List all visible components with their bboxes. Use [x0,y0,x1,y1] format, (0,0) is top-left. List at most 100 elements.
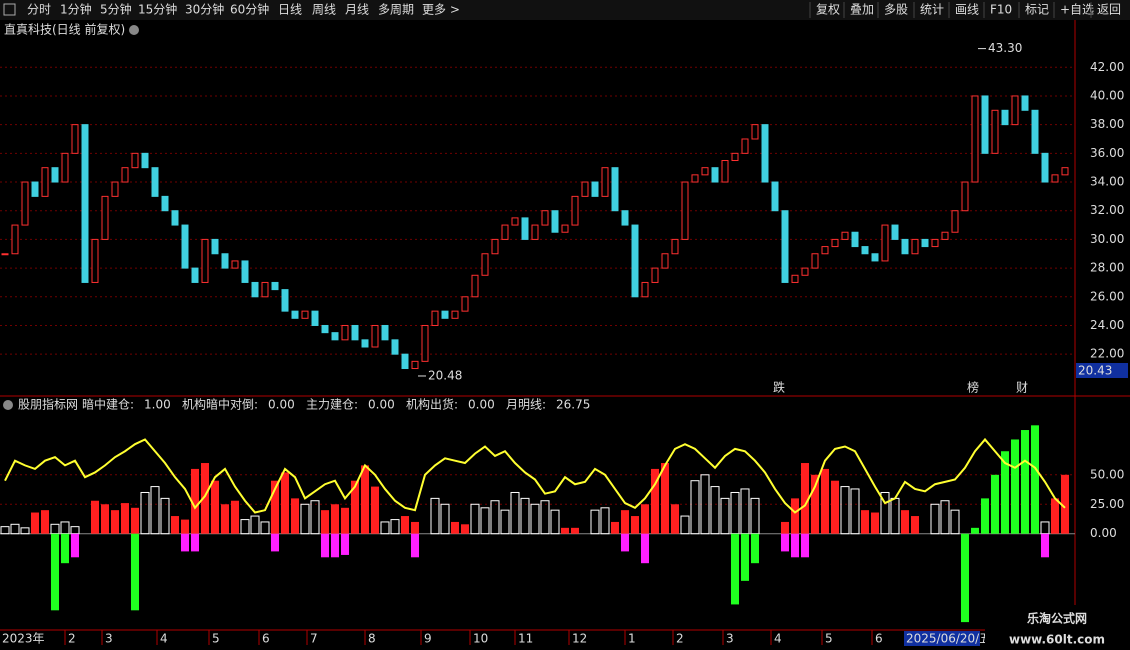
candle [71,124,79,154]
histogram-bar [291,498,299,534]
date-label: 9 [424,632,432,646]
toolbar-tab[interactable]: 5分钟 [100,2,132,17]
toolbar-button[interactable]: 画线 [955,3,979,17]
date-label: 11 [518,632,533,646]
toolbar-button[interactable]: 叠加 [850,3,874,17]
date-label: 12 [572,632,587,646]
y-tick-label: 25.00 [1090,497,1124,511]
histogram-bar [651,468,659,534]
toolbar-button[interactable]: 统计 [920,3,944,17]
date-label: 3 [726,632,734,646]
histogram-bar [0,526,10,535]
candle [1041,152,1049,183]
toolbar-tab[interactable]: 更多 > [422,3,460,17]
histogram-bar [911,516,919,534]
signal: 跌 [773,380,785,395]
toolbar-tab[interactable]: 1分钟 [60,2,92,17]
candle [501,224,509,240]
histogram-bar [211,480,219,534]
toolbar-tab[interactable]: 60分钟 [230,2,269,17]
legend-name: 暗中建仓: [82,397,134,412]
histogram-bar [440,503,450,535]
candle [711,167,719,183]
histogram-bar [10,523,20,535]
candle [861,246,869,255]
date-label: 6 [262,632,270,646]
histogram-bar [751,533,759,564]
histogram-bar [470,503,480,535]
dropdown-icon [129,25,139,35]
candle [521,217,529,240]
toolbar-button[interactable]: +自选 [1060,3,1094,17]
histogram-bar [1031,425,1039,534]
legend-value: 0.00 [268,398,295,412]
histogram-bar [70,526,80,535]
candle [281,289,289,312]
candle [431,310,439,326]
histogram-bar [720,497,730,535]
candle [561,224,569,233]
histogram-bar [890,497,900,535]
toolbar-button[interactable]: F10 [990,3,1012,17]
histogram-bar [1011,439,1019,534]
histogram-bar [561,527,569,534]
toolbar-tab[interactable]: 周线 [312,3,336,17]
toolbar-tab[interactable]: 多周期 [378,3,414,17]
histogram-bar [621,533,629,552]
histogram-bar [500,509,510,535]
histogram-bar [781,521,789,534]
candle [571,195,579,226]
histogram-bar [221,504,229,534]
y-tick-label: 34.00 [1090,175,1124,189]
date-label: 5 [825,632,833,646]
histogram-bar [641,504,649,534]
histogram-bar [260,521,270,535]
toolbar-button[interactable]: 标记 [1025,3,1049,17]
date-label: 6 [875,632,883,646]
histogram-bar [310,500,320,535]
toolbar-button[interactable]: 返回 [1097,3,1121,17]
candle [131,152,139,169]
toolbar-button[interactable]: 多股 [884,3,908,17]
candle [121,167,129,183]
candle [291,310,299,319]
candle [831,238,839,248]
date-label: 5 [212,632,220,646]
legend-value: 0.00 [468,398,495,412]
toolbar-tab[interactable]: 分时 [27,3,51,17]
histogram-bar [700,474,710,535]
max-label: 43.30 [988,41,1022,55]
toolbar-tab[interactable]: 月线 [345,3,369,17]
toolbar-button[interactable]: 复权 [816,3,840,17]
candle [911,238,919,255]
candle [581,181,589,197]
histogram-bar [361,465,369,534]
candle [311,310,319,326]
candle [1011,95,1019,126]
candle [731,152,739,162]
histogram-bar [641,533,649,564]
histogram-bar [991,474,999,534]
candle [971,95,979,183]
histogram-bar [731,533,739,605]
candle [441,310,449,319]
toolbar-tab[interactable]: 30分钟 [185,2,224,17]
histogram-bar [351,480,359,534]
histogram-bar [1051,498,1059,534]
candle [461,296,469,312]
toolbar-tab[interactable]: 15分钟 [138,2,177,17]
candle [451,310,459,319]
y-tick-label: 26.00 [1090,289,1124,303]
histogram-bar [430,497,440,535]
toolbar-tab[interactable]: 日线 [278,3,302,17]
histogram-bar [490,500,500,535]
histogram-bar [550,509,560,535]
dropdown-icon [3,400,13,410]
histogram-bar [861,510,869,534]
candle [1,253,9,256]
candle [421,324,429,362]
histogram-bar [231,500,239,534]
indicator-title: 股朋指标网 [18,397,78,412]
candle [271,281,279,291]
histogram-bar [411,533,419,558]
